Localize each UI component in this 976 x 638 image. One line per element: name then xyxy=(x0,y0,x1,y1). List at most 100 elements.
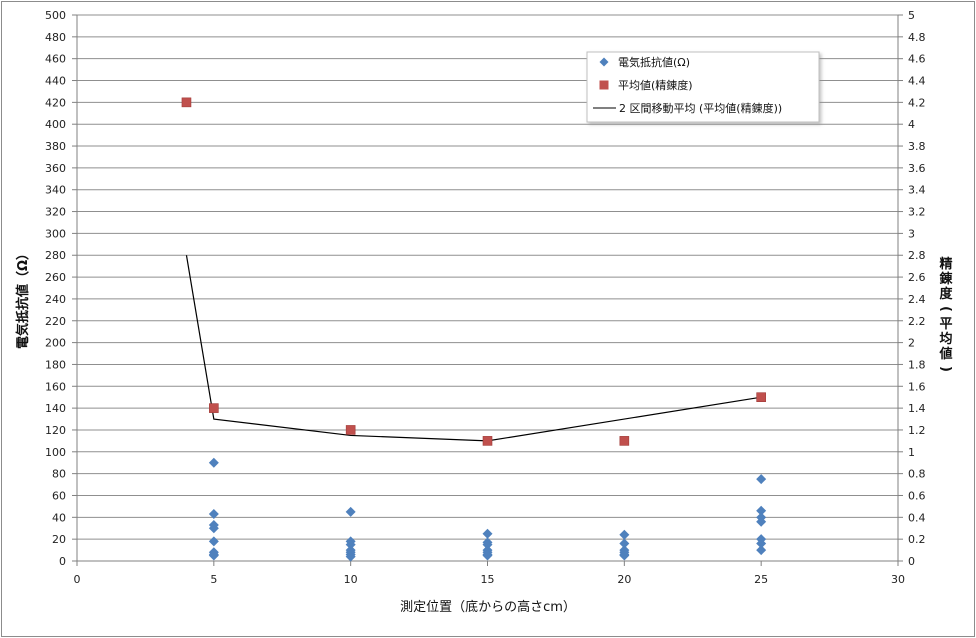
left-y-tick-label: 340 xyxy=(45,184,66,197)
left-y-tick-label: 260 xyxy=(45,271,66,284)
x-tick-label: 0 xyxy=(74,573,81,586)
left-y-tick-label: 100 xyxy=(45,446,66,459)
right-y-axis-title-char: 平 xyxy=(939,317,952,332)
resistance-point xyxy=(208,457,219,468)
right-y-tick-label: 2 xyxy=(908,337,915,350)
right-y-axis-title-char: ) xyxy=(938,366,953,372)
resistance-point xyxy=(756,516,767,527)
left-y-tick-label: 20 xyxy=(52,533,66,546)
resistance-point xyxy=(482,550,493,561)
left-y-tick-label: 480 xyxy=(45,31,66,44)
left-y-tick-label: 0 xyxy=(59,555,66,568)
right-y-axis-title-char: 度 xyxy=(939,286,953,302)
legend-entry-label: 平均値(精錬度) xyxy=(618,78,693,92)
resistance-point xyxy=(619,538,630,549)
right-y-tick-label: 1 xyxy=(908,446,915,459)
legend-diamond-swatch xyxy=(599,57,609,67)
resistance-point xyxy=(619,550,630,561)
x-tick-label: 15 xyxy=(481,573,495,586)
right-y-axis-title-char: ( xyxy=(938,306,953,312)
axes xyxy=(72,14,903,566)
right-y-tick-label: 4.8 xyxy=(908,31,926,44)
average-point xyxy=(209,403,219,413)
average-point xyxy=(181,97,192,108)
resistance-point xyxy=(208,550,219,561)
resistance-point xyxy=(756,474,767,485)
left-y-tick-label: 40 xyxy=(52,511,66,524)
x-tick-labels: 0 5 10 15 20 25 30 xyxy=(74,573,906,586)
legend: 電気抵抗値(Ω) 平均値(精錬度) 2 区間移動平均 (平均値(精錬度)) xyxy=(586,51,820,123)
resistance-point xyxy=(208,509,219,520)
moving-average-line xyxy=(185,255,762,442)
x-tick-label: 5 xyxy=(210,573,217,586)
moving-average-polyline xyxy=(185,255,762,442)
left-y-tick-label: 440 xyxy=(45,75,66,88)
right-y-axis-title-char: 精 xyxy=(939,256,952,272)
resistance-points xyxy=(208,457,767,562)
left-y-tick-label: 320 xyxy=(45,206,66,219)
right-y-axis-title-char: 値 xyxy=(938,346,952,362)
resistance-point xyxy=(345,539,356,550)
right-y-axis-title-char: 均 xyxy=(939,331,952,347)
left-y-tick-label: 500 xyxy=(45,9,66,22)
right-y-tick-label: 2.2 xyxy=(908,315,926,328)
left-y-tick-label: 240 xyxy=(45,293,66,306)
x-axis-title: 測定位置（底からの高さcm） xyxy=(400,599,576,615)
left-y-tick-labels: 0 20 40 60 80 100 120 140 160 180 200 220 240 260 280 3… xyxy=(45,9,66,568)
average-point xyxy=(345,425,356,435)
right-y-tick-label: 0.8 xyxy=(908,468,926,481)
resistance-point xyxy=(345,551,356,562)
legend-square-swatch xyxy=(599,80,609,90)
right-y-tick-label: 2.4 xyxy=(908,293,926,306)
right-y-axis-title: 精錬度 ( 平均値) xyxy=(938,256,953,372)
x-tick-label: 30 xyxy=(891,573,905,586)
right-y-tick-label: 3.4 xyxy=(908,184,926,197)
x-tick-label: 25 xyxy=(754,573,768,586)
right-y-tick-label: 5 xyxy=(908,9,915,22)
right-y-axis-title-char: 錬 xyxy=(939,271,953,287)
right-y-tick-label: 0.2 xyxy=(908,533,926,546)
left-y-tick-label: 80 xyxy=(52,468,66,481)
left-y-tick-label: 60 xyxy=(52,489,66,502)
left-y-tick-label: 200 xyxy=(45,337,66,350)
left-y-tick-label: 180 xyxy=(45,358,66,371)
resistance-point xyxy=(208,536,219,547)
left-y-tick-label: 140 xyxy=(45,402,66,415)
resistance-point xyxy=(345,506,356,517)
legend-entry-label: 電気抵抗値(Ω) xyxy=(618,55,690,69)
right-y-tick-label: 4 xyxy=(908,118,915,131)
left-y-tick-label: 460 xyxy=(45,53,66,66)
right-y-tick-label: 2.6 xyxy=(908,271,926,284)
left-y-tick-label: 360 xyxy=(45,162,66,175)
resistance-point xyxy=(482,528,493,539)
resistance-point xyxy=(756,538,767,549)
right-y-tick-label: 3.8 xyxy=(908,140,926,153)
right-y-tick-label: 0.4 xyxy=(908,511,926,524)
resistance-point xyxy=(756,505,767,516)
right-y-tick-label: 2.8 xyxy=(908,249,926,262)
right-y-tick-label: 4.2 xyxy=(908,96,926,109)
right-y-tick-label: 0 xyxy=(908,555,915,568)
average-point xyxy=(619,436,630,446)
right-y-tick-label: 1.8 xyxy=(908,358,926,371)
right-y-tick-label: 1.2 xyxy=(908,424,926,437)
resistance-point xyxy=(208,523,219,534)
right-y-tick-labels: 0 0.2 0.4 0.6 0.8 1 1.2 1.4 1.6 1.8 2 2.2 2.4 2.6 2.8 3… xyxy=(908,9,926,568)
left-y-tick-label: 380 xyxy=(45,140,66,153)
average-point xyxy=(482,436,493,446)
legend-entry-label: 2 区間移動平均 (平均値(精錬度)) xyxy=(619,101,782,115)
right-y-tick-label: 0.6 xyxy=(908,489,926,502)
left-y-tick-label: 120 xyxy=(45,424,66,437)
right-y-tick-label: 4.6 xyxy=(908,53,926,66)
resistance-point xyxy=(619,529,630,540)
right-y-tick-label: 3.6 xyxy=(908,162,926,175)
x-tick-label: 20 xyxy=(617,573,631,586)
x-tick-label: 10 xyxy=(344,573,358,586)
left-y-tick-label: 420 xyxy=(45,96,66,109)
left-y-tick-label: 220 xyxy=(45,315,66,328)
right-y-tick-label: 3 xyxy=(908,227,915,240)
resistance-point xyxy=(756,545,767,556)
right-y-tick-label: 1.4 xyxy=(908,402,926,415)
left-y-axis-title: 電気抵抗値（Ω） xyxy=(15,247,31,349)
